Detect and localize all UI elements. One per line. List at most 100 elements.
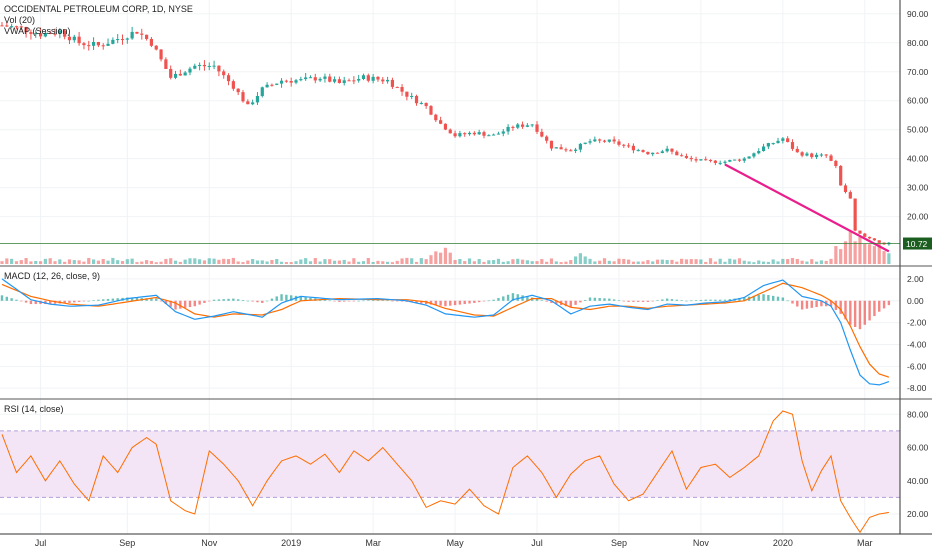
volume-bar <box>482 261 486 264</box>
candle-body <box>588 141 592 143</box>
volume-bar <box>169 258 173 264</box>
candle-body <box>573 149 578 151</box>
macd-histogram-bar <box>97 299 100 301</box>
candle-body <box>405 91 409 97</box>
macd-histogram-bar <box>328 300 331 302</box>
volume-bar <box>675 261 679 264</box>
volume-bar <box>19 260 23 264</box>
candle-body <box>612 139 616 142</box>
candle-body <box>135 31 139 34</box>
candle-body <box>217 65 221 72</box>
candle-body <box>752 153 756 157</box>
volume-bar <box>419 258 423 264</box>
candle-body <box>38 33 43 37</box>
candle-body <box>737 159 742 161</box>
macd-histogram-bar <box>772 295 775 301</box>
macd-histogram-bar <box>183 300 187 308</box>
candle-body <box>834 160 838 167</box>
volume-bar <box>708 258 713 264</box>
volume-legend[interactable]: Vol (20) <box>4 15 36 25</box>
volume-bar <box>77 260 81 264</box>
rsi-legend[interactable]: RSI (14, close) <box>4 404 64 414</box>
macd-histogram-bar <box>738 298 741 301</box>
candle-body <box>530 124 534 126</box>
candle-body <box>19 26 23 28</box>
macd-histogram-bar <box>584 299 587 301</box>
candle-body <box>164 59 168 69</box>
price-candles <box>0 22 891 246</box>
volume-bar <box>781 258 785 264</box>
candle-body <box>429 106 433 115</box>
candle-body <box>872 238 877 241</box>
macd-histogram-bar <box>477 300 481 303</box>
candle-body <box>120 39 125 41</box>
macd-histogram-bar <box>637 300 640 302</box>
macd-legend[interactable]: MACD (12, 26, close, 9) <box>4 271 101 281</box>
volume-bar <box>63 261 67 264</box>
volume-bar <box>810 259 814 264</box>
candle-body <box>265 84 269 88</box>
candle-body <box>371 76 375 81</box>
candle-body <box>145 34 149 39</box>
volume-bar <box>839 249 843 264</box>
vwap-legend[interactable]: VWAP (Session) <box>4 26 71 36</box>
price-tick-label: 80.00 <box>907 38 929 48</box>
candle-body <box>140 33 144 35</box>
volume-bar <box>439 252 443 264</box>
candle-body <box>246 101 250 105</box>
symbol-title[interactable]: OCCIDENTAL PETROLEUM CORP, 1D, NYSE <box>4 4 193 14</box>
macd-histogram-bar <box>800 300 804 310</box>
candle-body <box>627 145 631 147</box>
candle-body <box>824 154 828 156</box>
macd-histogram-bar <box>641 300 645 302</box>
volume-bar <box>347 261 351 264</box>
volume-bar <box>795 258 799 264</box>
volume-bar <box>598 260 602 264</box>
volume-bars <box>0 231 891 264</box>
candle-body <box>545 136 549 141</box>
candle-body <box>482 132 486 136</box>
candle-body <box>5 25 9 27</box>
volume-bar <box>10 258 14 264</box>
macd-histogram-bar <box>150 298 153 301</box>
volume-bar <box>173 260 178 264</box>
macd-histogram-bar <box>256 300 259 303</box>
candle-body <box>91 42 96 46</box>
macd-histogram-bar <box>333 300 336 302</box>
candle-body <box>757 151 761 154</box>
candle-body <box>675 151 679 156</box>
candle-body <box>381 79 385 82</box>
macd-histogram-bar <box>347 300 351 302</box>
price-tick-label: 20.00 <box>907 212 929 222</box>
macd-histogram-bar <box>502 296 505 301</box>
macd-histogram-bar <box>757 295 760 301</box>
macd-histogram-bar <box>752 295 756 301</box>
volume-bar <box>843 241 848 264</box>
volume-bar <box>236 261 240 264</box>
macd-histogram-bar <box>68 300 71 303</box>
macd-histogram-bar <box>232 298 235 301</box>
volume-bar <box>265 261 269 264</box>
candle-body <box>492 134 496 136</box>
volume-bar <box>627 259 631 264</box>
x-tick-label: 2019 <box>281 538 301 548</box>
candle-body <box>10 26 14 28</box>
candle-body <box>511 126 515 128</box>
candle-body <box>670 148 674 152</box>
macd-histogram-bar <box>492 299 495 301</box>
candle-body <box>848 192 852 199</box>
candle-body <box>275 83 279 85</box>
trendline <box>724 163 890 253</box>
pane-legend-rsi: RSI (14, close) <box>4 404 64 415</box>
candle-body <box>790 142 795 149</box>
candle-body <box>241 92 245 102</box>
candle-body <box>87 45 91 47</box>
volume-bar <box>704 261 708 264</box>
macd-histogram-bar <box>400 300 404 302</box>
volume-bar <box>578 253 582 264</box>
axis-labels: Jul Sep Nov 2019 Mar May Jul Sep Nov 2020 Mar 90.00… <box>35 9 929 548</box>
volume-bar <box>275 258 279 264</box>
macd-histogram-bar <box>453 300 457 306</box>
macd-tick-label: -4.00 <box>907 339 927 349</box>
